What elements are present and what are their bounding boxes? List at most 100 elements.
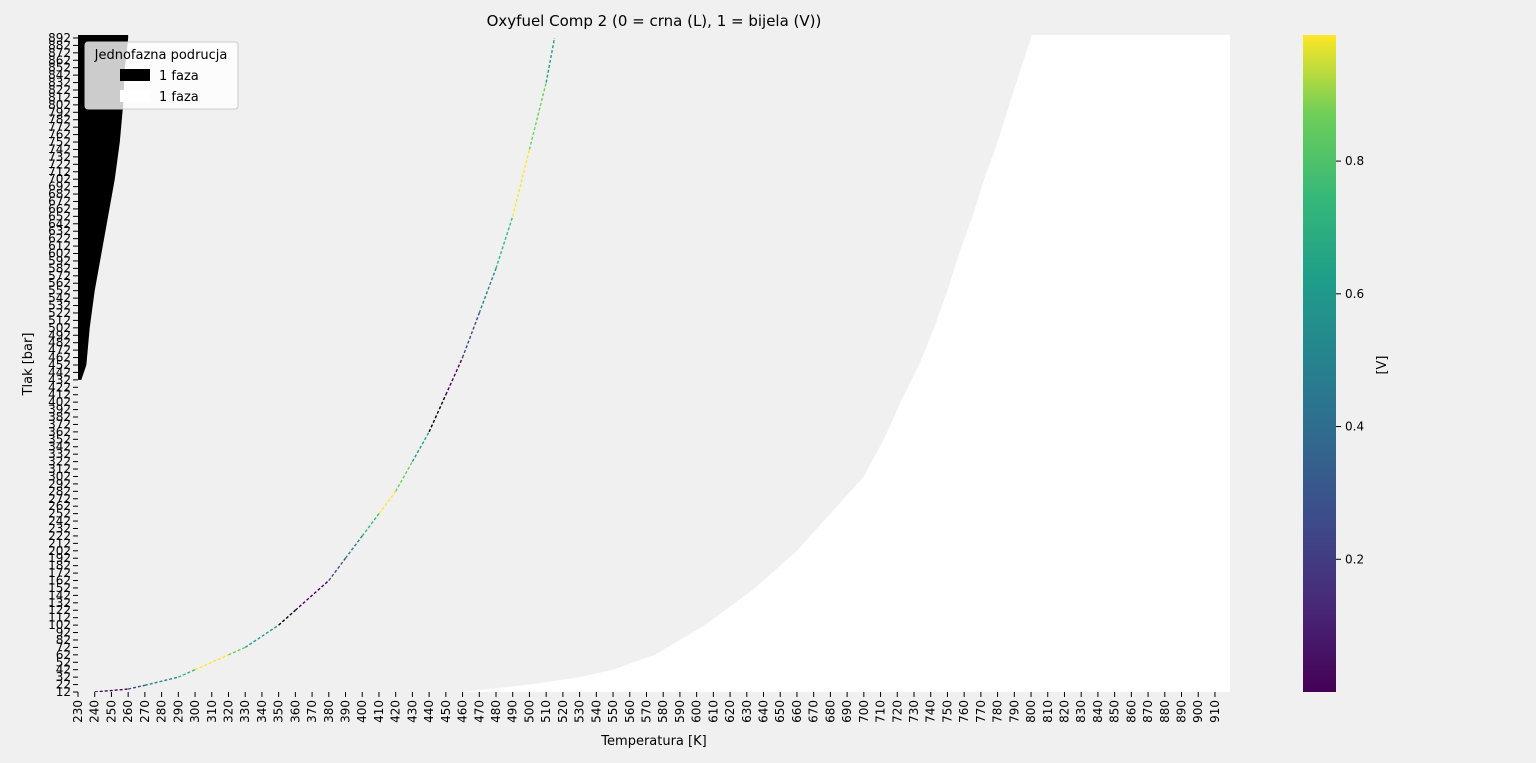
y-tick-label: 652 [48, 209, 71, 223]
y-tick-label: 822 [48, 83, 71, 97]
y-tick-label: 282 [48, 484, 71, 498]
y-tick-label: 252 [48, 507, 71, 521]
x-tick-label: 860 [1124, 700, 1138, 723]
y-tick-label: 392 [48, 403, 71, 417]
colorbar-tick-label: 0.6 [1345, 287, 1364, 301]
two-phase-edge-segment [395, 461, 414, 492]
x-tick-label: 710 [874, 700, 888, 723]
x-tick-label: 610 [706, 700, 720, 723]
y-tick-label: 562 [48, 276, 71, 290]
y-tick-label: 642 [48, 217, 71, 231]
y-tick-label: 62 [56, 648, 71, 662]
y-tick-label: 72 [56, 640, 71, 654]
colorbar-label: [V] [1375, 355, 1390, 374]
two-phase-edge-segment [228, 646, 246, 656]
two-phase-edge-segment [428, 394, 447, 433]
y-tick-label: 422 [48, 380, 71, 394]
two-phase-edge-segment [194, 654, 229, 671]
x-tick-label: 600 [690, 700, 704, 723]
x-tick-label: 410 [372, 700, 386, 723]
y-tick-label: 492 [48, 328, 71, 342]
x-tick-label: 840 [1091, 700, 1105, 723]
x-tick-label: 780 [991, 700, 1005, 723]
x-tick-label: 530 [573, 700, 587, 723]
x-tick-label: 320 [221, 700, 235, 723]
x-tick-label: 590 [673, 700, 687, 723]
y-tick-label: 722 [48, 157, 71, 171]
y-tick-label: 332 [48, 447, 71, 461]
legend-entry-label: 1 faza [159, 69, 199, 84]
two-phase-edge-segment [294, 579, 330, 611]
y-tick-label: 212 [48, 536, 71, 550]
x-axis: 230 240 250 260 270 280 290 300 310 320 330 340 350 3… [71, 692, 1222, 723]
two-phase-edge-segment [445, 357, 464, 396]
y-tick-label: 272 [48, 492, 71, 506]
y-tick-label: 852 [48, 61, 71, 75]
y-tick-label: 292 [48, 477, 71, 491]
x-tick-label: 620 [723, 700, 737, 723]
liquid-region-black [78, 35, 129, 380]
y-tick-label: 132 [48, 596, 71, 610]
x-tick-label: 750 [940, 700, 954, 723]
y-tick-label: 702 [48, 172, 71, 186]
y-tick-label: 242 [48, 514, 71, 528]
two-phase-edge-segment [461, 312, 480, 358]
x-tick-label: 450 [439, 700, 453, 723]
y-tick-label: 142 [48, 588, 71, 602]
x-tick-label: 690 [840, 700, 854, 723]
x-tick-label: 790 [1007, 700, 1021, 723]
y-tick-label: 82 [56, 633, 71, 647]
y-tick-label: 572 [48, 269, 71, 283]
x-tick-label: 430 [405, 700, 419, 723]
x-tick-label: 830 [1074, 700, 1088, 723]
two-phase-edge-segment [178, 669, 196, 678]
x-tick-label: 330 [238, 700, 252, 723]
x-tick-label: 910 [1208, 700, 1222, 723]
two-phase-edge-segment [278, 609, 296, 626]
y-tick-label: 92 [56, 626, 71, 640]
x-tick-label: 670 [807, 700, 821, 723]
x-tick-label: 270 [138, 700, 152, 723]
x-tick-label: 470 [472, 700, 486, 723]
y-tick-label: 312 [48, 462, 71, 476]
y-tick-label: 752 [48, 135, 71, 149]
x-tick-label: 770 [974, 700, 988, 723]
x-tick-label: 360 [288, 700, 302, 723]
y-tick-label: 792 [48, 105, 71, 119]
x-tick-label: 370 [305, 700, 319, 723]
y-tick-label: 112 [48, 611, 71, 625]
x-tick-label: 480 [489, 700, 503, 723]
x-tick-label: 700 [857, 700, 871, 723]
colorbar-tick-label: 0.8 [1345, 154, 1364, 168]
two-phase-edge-segment [478, 268, 497, 314]
y-tick-label: 432 [48, 373, 71, 387]
x-tick-label: 890 [1175, 700, 1189, 723]
x-tick-label: 640 [757, 700, 771, 723]
y-tick-label: 302 [48, 469, 71, 483]
y-tick-label: 102 [48, 618, 71, 632]
y-tick-label: 22 [56, 678, 71, 692]
y-tick-label: 12 [56, 685, 71, 699]
y-tick-label: 362 [48, 425, 71, 439]
y-tick-label: 232 [48, 521, 71, 535]
x-tick-label: 540 [589, 700, 603, 723]
y-tick-label: 472 [48, 343, 71, 357]
x-tick-label: 580 [656, 700, 670, 723]
y-tick-label: 452 [48, 358, 71, 372]
legend-swatch-white [120, 90, 150, 102]
x-tick-label: 490 [506, 700, 520, 723]
x-tick-label: 340 [255, 700, 269, 723]
y-tick-label: 772 [48, 120, 71, 134]
chart-title: Oxyfuel Comp 2 (0 = crna (L), 1 = bijela… [487, 12, 822, 30]
y-tick-label: 872 [48, 46, 71, 60]
two-phase-edge-segment [545, 37, 556, 83]
y-tick-label: 832 [48, 76, 71, 90]
y-tick-label: 382 [48, 410, 71, 424]
two-phase-edge-segment [495, 216, 514, 269]
y-tick-label: 712 [48, 165, 71, 179]
x-tick-label: 290 [171, 700, 185, 723]
x-tick-label: 390 [339, 700, 353, 723]
x-tick-label: 280 [155, 700, 169, 723]
x-tick-label: 810 [1041, 700, 1055, 723]
